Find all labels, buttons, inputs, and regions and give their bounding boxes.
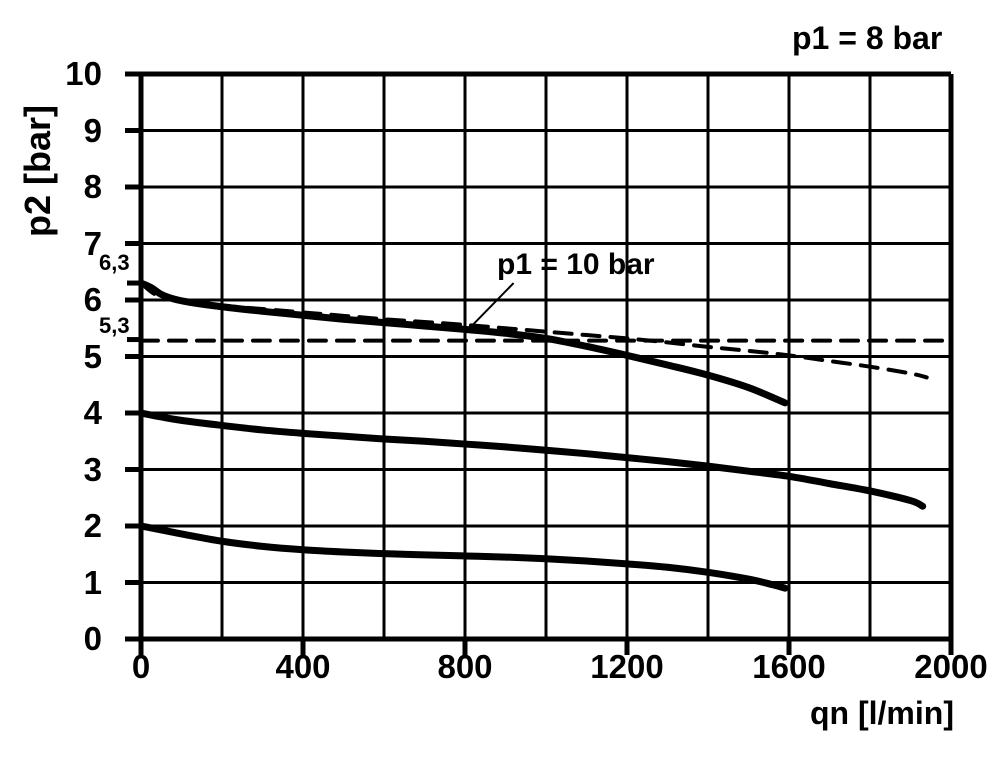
y-tick-6: 6 (83, 281, 102, 318)
axis-ticks (125, 71, 954, 655)
y-tick-1: 1 (83, 564, 102, 601)
y-tick-6-3: 6,3 (99, 250, 130, 275)
y-tick-10: 10 (65, 55, 102, 92)
y-tick-2: 2 (83, 507, 102, 544)
y-tick-8: 8 (83, 168, 102, 205)
x-tick-0: 0 (131, 648, 151, 685)
series-curve (139, 281, 929, 380)
grid-lines (139, 72, 953, 641)
annotation-leader-line (464, 282, 515, 334)
y-tick-9: 9 (83, 112, 102, 149)
leader-line (464, 282, 515, 334)
series-curve (137, 409, 927, 510)
data-series (137, 279, 953, 592)
y-tick-5-3: 5,3 (99, 313, 130, 338)
series-curve (137, 279, 789, 407)
y-tick-3: 3 (83, 451, 102, 488)
series-curve (137, 522, 789, 592)
y-tick-4: 4 (83, 394, 102, 431)
p1-8-bar-title: p1 = 8 bar (792, 20, 943, 56)
y-tick-5: 5 (83, 338, 102, 375)
y-tick-7: 7 (83, 225, 102, 262)
y-tick-0: 0 (83, 620, 102, 657)
x-axis-title: qn [l/min] (810, 695, 954, 731)
